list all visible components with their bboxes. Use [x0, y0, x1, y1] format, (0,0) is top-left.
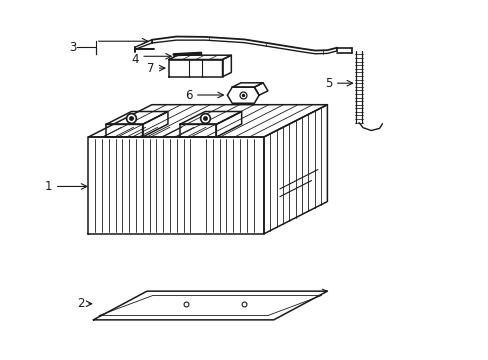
Text: 1: 1: [44, 180, 87, 193]
Text: 3: 3: [69, 41, 77, 54]
Text: 5: 5: [324, 77, 331, 90]
Text: 6: 6: [184, 89, 192, 102]
Text: 4: 4: [131, 53, 138, 66]
Text: 2: 2: [77, 297, 85, 310]
Text: 7: 7: [146, 62, 154, 75]
